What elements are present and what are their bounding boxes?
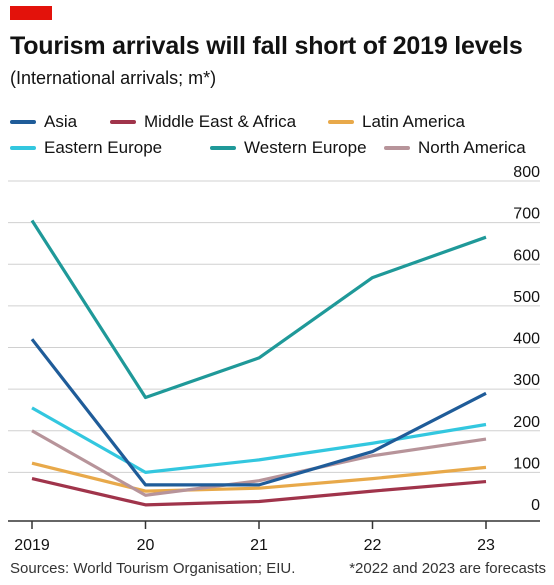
legend-swatch xyxy=(210,146,236,150)
legend-swatch xyxy=(328,120,354,124)
y-tick-label: 700 xyxy=(513,206,540,223)
legend-item: Asia xyxy=(10,112,77,132)
legend-item: Western Europe xyxy=(210,138,367,158)
brand-red-tag xyxy=(10,6,52,20)
x-tick-label: 22 xyxy=(364,537,382,554)
legend-label: Western Europe xyxy=(244,138,367,157)
legend-swatch xyxy=(10,146,36,150)
x-tick-label: 21 xyxy=(250,537,268,554)
y-tick-label: 200 xyxy=(513,414,540,431)
legend-swatch xyxy=(384,146,410,150)
series-line-asia xyxy=(30,338,487,487)
legend-label: Middle East & Africa xyxy=(144,112,297,131)
legend-label: North America xyxy=(418,138,526,157)
legend-item: Latin America xyxy=(328,112,465,132)
y-tick-label: 100 xyxy=(513,455,540,472)
legend-swatch xyxy=(110,120,136,124)
legend-label: Eastern Europe xyxy=(44,138,163,157)
legend-item: Eastern Europe xyxy=(10,138,162,158)
legend-swatch xyxy=(10,120,36,124)
series-line-eastern-europe xyxy=(31,406,487,474)
y-tick-label: 800 xyxy=(513,164,540,181)
series-line-middle-east-africa xyxy=(31,477,487,507)
y-tick-label: 400 xyxy=(513,331,540,348)
x-tick-label: 2019 xyxy=(14,537,50,554)
x-tick-label: 20 xyxy=(137,537,155,554)
y-tick-label: 0 xyxy=(531,497,540,514)
series-line-north-america xyxy=(31,429,487,497)
legend-label: Latin America xyxy=(362,112,465,131)
legend-label: Asia xyxy=(44,112,78,131)
source-note: Sources: World Tourism Organisation; EIU… xyxy=(10,560,296,577)
y-tick-label: 500 xyxy=(513,289,540,306)
forecast-note: *2022 and 2023 are forecasts xyxy=(349,560,546,577)
y-tick-label: 300 xyxy=(513,372,540,389)
chart-title: Tourism arrivals will fall short of 2019… xyxy=(10,32,523,60)
x-tick-label: 23 xyxy=(477,537,495,554)
legend-item: Middle East & Africa xyxy=(110,112,296,132)
series-line-western-europe xyxy=(30,219,487,400)
y-tick-label: 600 xyxy=(513,247,540,264)
legend-item: North America xyxy=(384,138,526,158)
series-line-latin-america xyxy=(31,461,487,493)
chart-subtitle: (International arrivals; m*) xyxy=(10,68,217,88)
